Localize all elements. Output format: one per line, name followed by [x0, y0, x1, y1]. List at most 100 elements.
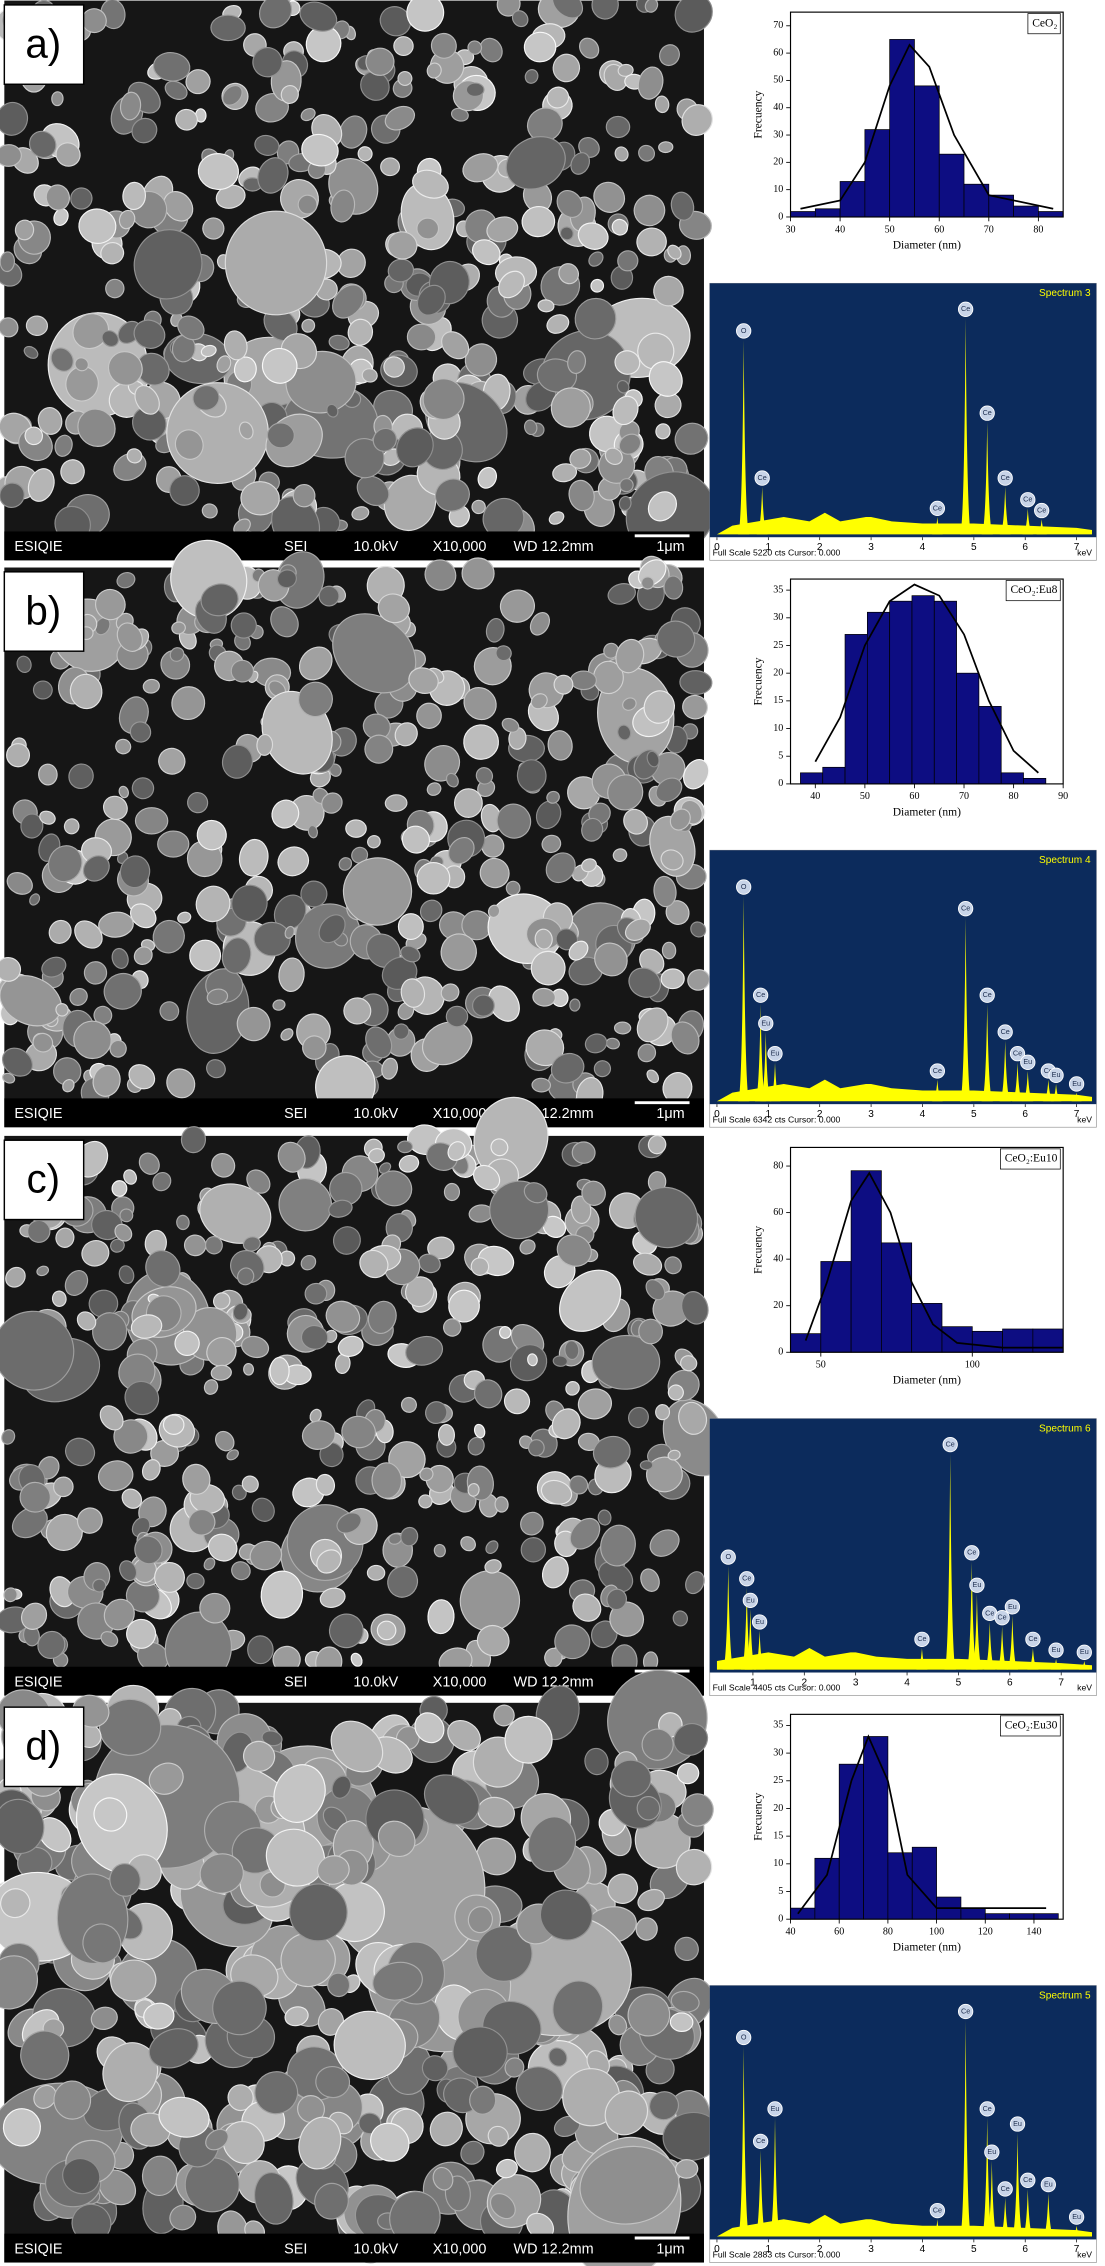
particle [654, 95, 670, 114]
particle [616, 379, 630, 394]
particle [6, 743, 31, 768]
x-tick-label: 6 [1007, 1677, 1013, 1688]
particle [372, 1961, 423, 2001]
particle [592, 1435, 631, 1469]
particle [301, 318, 316, 333]
x-tick-label: 7 [1074, 542, 1080, 553]
particle [300, 1324, 329, 1350]
peak-label: Ce [961, 2006, 970, 2015]
particle [164, 80, 188, 100]
particle [524, 69, 539, 84]
particle [397, 1140, 414, 1154]
bar [889, 39, 915, 218]
particle [367, 835, 381, 849]
spectrum-footer: Full Scale 6342 cts Cursor: 0.000 [713, 1114, 841, 1124]
particle [376, 1620, 397, 1641]
bar [889, 600, 913, 785]
particle [485, 1540, 499, 1555]
particle [536, 358, 578, 393]
particle [258, 0, 293, 29]
particle [597, 1509, 612, 1526]
x-axis-unit: keV [1077, 547, 1092, 557]
peak-label: O [741, 326, 747, 335]
peak-label-marker [736, 323, 752, 339]
particle [317, 1855, 350, 1885]
bar [844, 634, 868, 785]
particle [356, 475, 390, 507]
particle [116, 572, 136, 589]
particle [197, 153, 240, 191]
x-tick-label: 2 [817, 542, 823, 553]
particle [82, 855, 110, 882]
particle [658, 141, 674, 154]
peak-label-marker [736, 879, 752, 895]
particle [606, 1588, 627, 1611]
particle [251, 1497, 275, 1522]
particle [0, 1310, 75, 1391]
particle [32, 1032, 54, 1053]
sem-info: SEI [284, 2241, 307, 2257]
particle [242, 1740, 276, 1772]
particle [206, 988, 229, 1006]
peak-label: Ce [758, 473, 767, 482]
bar [820, 1261, 852, 1353]
particle [504, 1715, 553, 1764]
particle [329, 1171, 363, 1206]
x-tick-label: 3 [868, 2244, 874, 2255]
particle [241, 1475, 259, 1493]
particle [460, 2140, 485, 2165]
y-tick-label: 5 [778, 1886, 783, 1897]
particle [416, 702, 442, 729]
peak-label: Ce [1023, 495, 1032, 504]
particle [115, 738, 132, 755]
peak-label: Ce [1001, 473, 1010, 482]
particle [92, 1064, 121, 1097]
particle [199, 1592, 231, 1624]
particle [299, 1, 338, 32]
particle [594, 942, 628, 977]
particle [271, 799, 300, 829]
particle [141, 1459, 161, 1481]
particle [568, 479, 595, 512]
particle [406, 323, 437, 351]
particle [29, 893, 41, 906]
x-tick-label: 5 [971, 542, 977, 553]
particle [200, 583, 239, 617]
peak-label: Ce [933, 503, 942, 512]
particle [400, 1396, 417, 1413]
particle [300, 107, 316, 122]
y-axis-label: Frecuency [752, 90, 764, 138]
particle [529, 611, 551, 636]
particle [667, 1449, 681, 1461]
particle [169, 475, 200, 506]
particle [113, 1419, 149, 1454]
particle [361, 368, 378, 383]
particle [0, 251, 16, 273]
particle [280, 1028, 294, 1041]
particle [516, 759, 547, 793]
particle [159, 1001, 180, 1021]
particle [231, 1561, 251, 1581]
particle [430, 32, 457, 59]
particle [613, 1021, 632, 1035]
bar [1000, 772, 1024, 785]
particle [53, 208, 69, 226]
sem-image: ESIQIE SEI 10.0kV X10,000 WD 12.2mm 1μm [0, 1669, 721, 2266]
particle [628, 967, 661, 998]
fit-curve [814, 583, 1039, 774]
particle [152, 1172, 172, 1192]
spectrum-background [709, 1985, 1097, 2240]
particle [119, 855, 151, 889]
particle [607, 774, 644, 811]
sem-info: ESIQIE [14, 539, 62, 555]
particle [0, 1798, 45, 1855]
particle [550, 387, 591, 428]
particle [166, 1068, 196, 1099]
particle [445, 1005, 469, 1028]
particle [261, 347, 298, 384]
peak-label: Ce [1013, 1049, 1022, 1058]
x-tick-label: 5 [956, 1677, 962, 1688]
peak-label: Ce [1037, 505, 1046, 514]
bar [790, 1333, 822, 1353]
